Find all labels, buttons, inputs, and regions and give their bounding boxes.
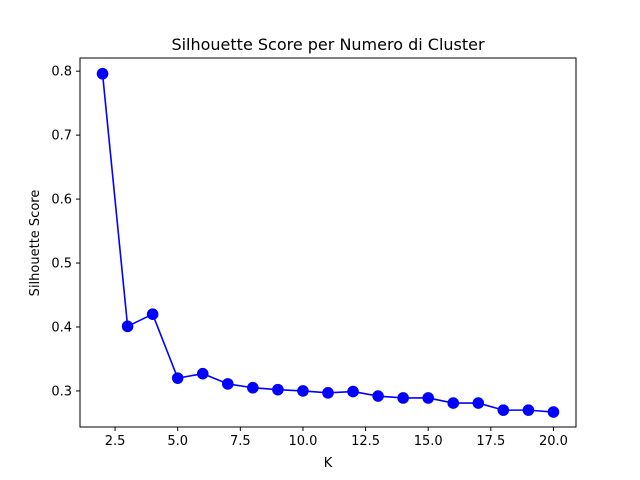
plot-area xyxy=(79,57,577,428)
y-tick-label: 0.7 xyxy=(51,129,72,144)
data-point xyxy=(196,367,209,380)
data-point xyxy=(96,67,109,80)
data-point xyxy=(447,397,460,409)
x-tick-label: 10.0 xyxy=(288,434,317,449)
data-point xyxy=(171,372,184,384)
data-point xyxy=(422,392,435,404)
data-point xyxy=(272,383,284,396)
x-axis-ticks: 2.5 5.0 7.5 10.0 12.5 15.0 17.5 20.0 xyxy=(105,427,568,449)
x-tick-label: 20.0 xyxy=(539,434,568,449)
x-tick-label: 5.0 xyxy=(167,434,188,449)
data-point xyxy=(372,390,384,402)
y-axis-ticks: 0.3 0.4 0.5 0.6 0.7 0.8 xyxy=(51,65,80,399)
data-point xyxy=(522,404,535,416)
data-point xyxy=(297,385,309,397)
data-point xyxy=(397,392,409,404)
x-tick-label: 7.5 xyxy=(230,434,251,449)
y-tick-label: 0.3 xyxy=(51,384,72,399)
data-point xyxy=(221,378,234,390)
data-point xyxy=(347,385,359,398)
y-tick-label: 0.8 xyxy=(51,65,72,80)
x-tick-label: 12.5 xyxy=(351,434,380,449)
x-tick-label: 2.5 xyxy=(105,434,126,449)
data-point xyxy=(472,397,485,409)
chart-title: Silhouette Score per Numero di Cluster xyxy=(171,35,485,54)
data-point xyxy=(121,320,134,333)
x-tick-label: 15.0 xyxy=(414,434,443,449)
x-axis-label: K xyxy=(324,456,333,471)
y-tick-label: 0.6 xyxy=(51,193,72,208)
y-tick-label: 0.5 xyxy=(51,257,72,272)
data-point xyxy=(322,387,334,399)
plot-frame xyxy=(79,57,577,428)
x-tick-label: 17.5 xyxy=(476,434,505,449)
y-axis-label: Silhouette Score xyxy=(28,190,43,297)
data-point xyxy=(547,406,560,418)
series-layer xyxy=(96,67,560,418)
data-point xyxy=(247,381,259,394)
y-tick-label: 0.4 xyxy=(51,320,72,335)
data-point xyxy=(497,404,510,416)
data-point xyxy=(146,308,159,320)
